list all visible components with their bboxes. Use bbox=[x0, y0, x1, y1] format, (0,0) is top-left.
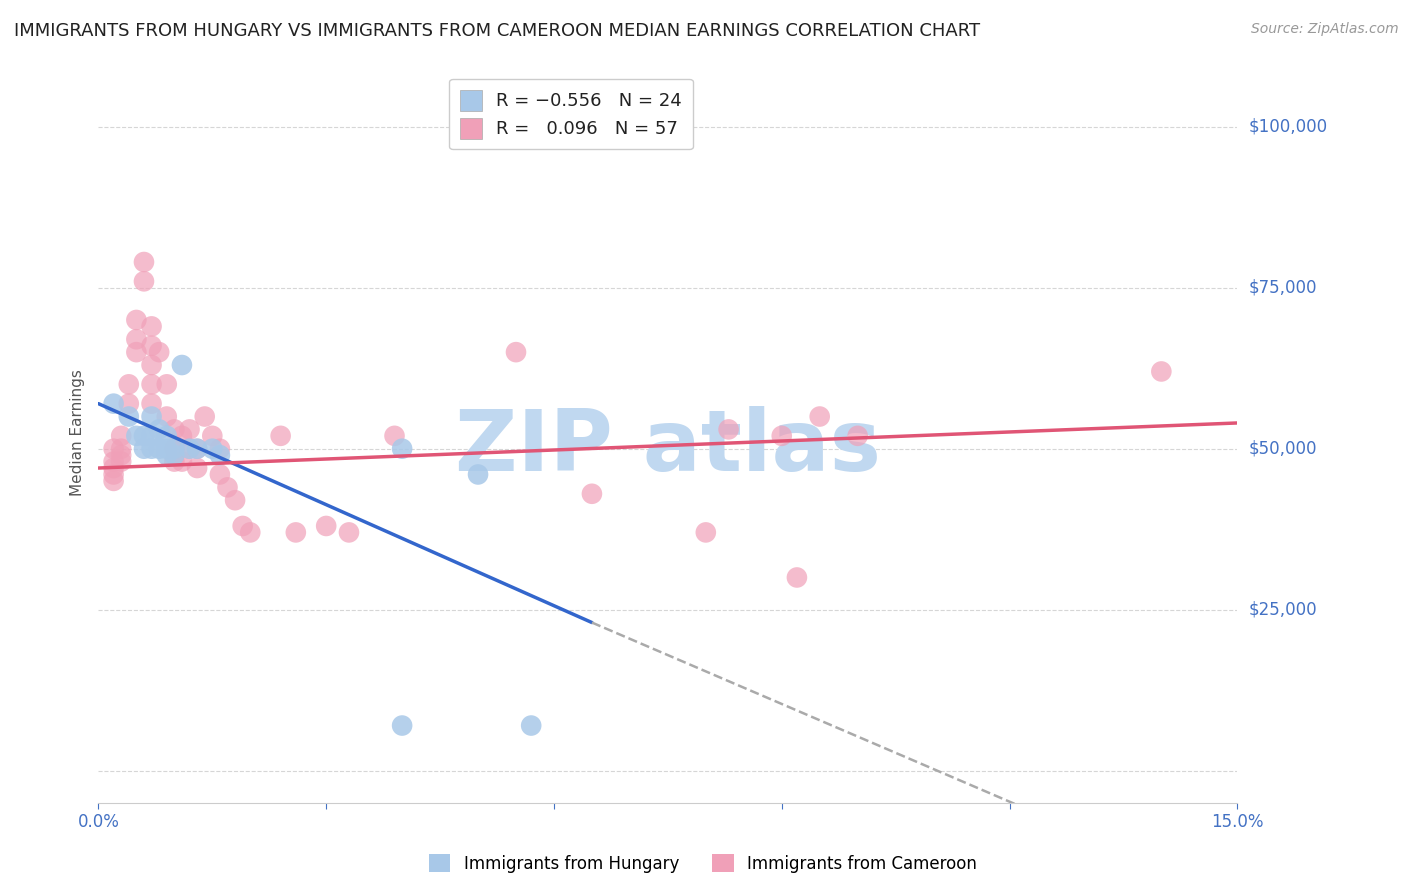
Point bbox=[270, 429, 292, 443]
Point bbox=[125, 345, 148, 359]
Point bbox=[581, 487, 603, 501]
Point bbox=[141, 377, 163, 392]
Point bbox=[103, 454, 125, 468]
Point bbox=[103, 397, 125, 411]
Point bbox=[141, 409, 163, 424]
Point bbox=[141, 429, 163, 443]
Point bbox=[315, 519, 337, 533]
Point bbox=[695, 525, 717, 540]
Point bbox=[141, 339, 163, 353]
Point bbox=[132, 255, 155, 269]
Point bbox=[186, 442, 208, 456]
Point bbox=[284, 525, 307, 540]
Point bbox=[239, 525, 262, 540]
Point bbox=[217, 480, 239, 494]
Point bbox=[156, 429, 179, 443]
Point bbox=[125, 332, 148, 346]
Point bbox=[110, 429, 132, 443]
Point bbox=[786, 570, 808, 584]
Point bbox=[103, 474, 125, 488]
Point bbox=[156, 448, 179, 462]
Text: $25,000: $25,000 bbox=[1249, 600, 1317, 619]
Point bbox=[163, 422, 186, 436]
Point bbox=[125, 429, 148, 443]
Text: $75,000: $75,000 bbox=[1249, 279, 1317, 297]
Legend: Immigrants from Hungary, Immigrants from Cameroon: Immigrants from Hungary, Immigrants from… bbox=[422, 847, 984, 880]
Point bbox=[103, 467, 125, 482]
Point bbox=[208, 467, 231, 482]
Point bbox=[148, 345, 170, 359]
Point bbox=[384, 429, 406, 443]
Point bbox=[186, 442, 208, 456]
Point bbox=[194, 409, 217, 424]
Point bbox=[717, 422, 740, 436]
Point bbox=[141, 358, 163, 372]
Point bbox=[118, 377, 141, 392]
Point bbox=[132, 429, 155, 443]
Point bbox=[103, 461, 125, 475]
Point bbox=[232, 519, 254, 533]
Point bbox=[391, 442, 413, 456]
Text: Source: ZipAtlas.com: Source: ZipAtlas.com bbox=[1251, 22, 1399, 37]
Point bbox=[179, 442, 201, 456]
Point bbox=[110, 448, 132, 462]
Point bbox=[141, 397, 163, 411]
Point bbox=[520, 718, 543, 732]
Point bbox=[163, 454, 186, 468]
Point bbox=[156, 377, 179, 392]
Point bbox=[110, 442, 132, 456]
Point bbox=[201, 429, 224, 443]
Legend: R = −0.556   N = 24, R =   0.096   N = 57: R = −0.556 N = 24, R = 0.096 N = 57 bbox=[449, 78, 693, 150]
Point bbox=[163, 442, 186, 456]
Point bbox=[132, 274, 155, 288]
Point bbox=[179, 422, 201, 436]
Point bbox=[467, 467, 489, 482]
Point bbox=[208, 448, 231, 462]
Point bbox=[141, 442, 163, 456]
Text: $100,000: $100,000 bbox=[1249, 118, 1327, 136]
Point bbox=[505, 345, 527, 359]
Point bbox=[103, 442, 125, 456]
Point bbox=[186, 461, 208, 475]
Y-axis label: Median Earnings: Median Earnings bbox=[70, 369, 86, 496]
Text: $50,000: $50,000 bbox=[1249, 440, 1317, 458]
Point bbox=[224, 493, 246, 508]
Point bbox=[118, 397, 141, 411]
Point bbox=[808, 409, 831, 424]
Point bbox=[179, 442, 201, 456]
Point bbox=[118, 409, 141, 424]
Point bbox=[1150, 364, 1173, 378]
Point bbox=[163, 442, 186, 456]
Point bbox=[770, 429, 793, 443]
Point bbox=[163, 448, 186, 462]
Text: IMMIGRANTS FROM HUNGARY VS IMMIGRANTS FROM CAMEROON MEDIAN EARNINGS CORRELATION : IMMIGRANTS FROM HUNGARY VS IMMIGRANTS FR… bbox=[14, 22, 980, 40]
Point bbox=[391, 718, 413, 732]
Point bbox=[132, 442, 155, 456]
Point bbox=[337, 525, 360, 540]
Point bbox=[170, 429, 193, 443]
Point bbox=[208, 442, 231, 456]
Point bbox=[156, 442, 179, 456]
Point bbox=[148, 442, 170, 456]
Text: ZIP atlas: ZIP atlas bbox=[456, 406, 880, 489]
Point bbox=[170, 358, 193, 372]
Point bbox=[125, 313, 148, 327]
Point bbox=[846, 429, 869, 443]
Point bbox=[110, 454, 132, 468]
Point bbox=[170, 454, 193, 468]
Point bbox=[156, 409, 179, 424]
Point bbox=[148, 422, 170, 436]
Point bbox=[141, 319, 163, 334]
Point bbox=[201, 442, 224, 456]
